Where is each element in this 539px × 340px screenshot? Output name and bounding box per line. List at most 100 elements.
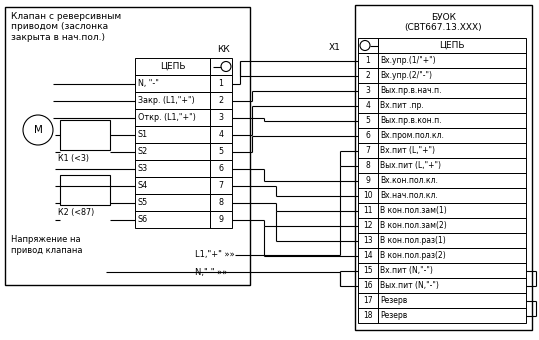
Bar [378, 218, 526, 233]
Bar [135, 194, 210, 211]
Bar [358, 128, 378, 143]
Text: Напряжение на
привод клапана: Напряжение на привод клапана [11, 235, 82, 255]
Text: М: М [33, 125, 43, 135]
Bar [135, 109, 210, 126]
Text: 16: 16 [363, 281, 373, 290]
Text: Вх.упр.(2/"-"): Вх.упр.(2/"-") [380, 71, 432, 80]
Text: ЦЕПЬ: ЦЕПЬ [160, 62, 185, 71]
Text: 4: 4 [365, 101, 370, 110]
Text: S4: S4 [138, 181, 148, 190]
Text: Вх.пит (N,"-"): Вх.пит (N,"-") [380, 266, 433, 275]
Text: Клапан с реверсивным
приводом (заслонка
закрыта в нач.пол.): Клапан с реверсивным приводом (заслонка … [11, 12, 121, 42]
Text: N,"-" »»: N,"-" »» [195, 268, 227, 276]
Text: 15: 15 [363, 266, 373, 275]
Bar [358, 143, 378, 158]
Bar [358, 98, 378, 113]
Text: 5: 5 [365, 116, 370, 125]
Bar [358, 263, 378, 278]
Bar [135, 160, 210, 177]
Text: К2 (<87): К2 (<87) [58, 208, 94, 218]
Text: Вх.нач.пол.кл.: Вх.нач.пол.кл. [380, 191, 438, 200]
Bar [378, 203, 526, 218]
Text: 6: 6 [218, 164, 224, 173]
Bar [210, 109, 232, 126]
Bar [210, 126, 232, 143]
Bar [358, 203, 378, 218]
Text: Вх.кон.пол.кл.: Вх.кон.пол.кл. [380, 176, 438, 185]
Text: 14: 14 [363, 251, 373, 260]
Text: 18: 18 [363, 311, 373, 320]
Bar [358, 83, 378, 98]
Bar [135, 211, 210, 228]
Bar [378, 308, 526, 323]
Text: БУОК
(СВТ667.13.ХХХ): БУОК (СВТ667.13.ХХХ) [405, 13, 482, 32]
Text: Вх.пит .пр.: Вх.пит .пр. [380, 101, 424, 110]
Text: 2: 2 [365, 71, 370, 80]
Bar [378, 128, 526, 143]
Bar [378, 278, 526, 293]
Bar [358, 248, 378, 263]
Bar [378, 248, 526, 263]
Text: 13: 13 [363, 236, 373, 245]
Text: Резерв: Резерв [380, 311, 407, 320]
Bar [358, 218, 378, 233]
Text: Вх.пром.пол.кл.: Вх.пром.пол.кл. [380, 131, 444, 140]
Text: S3: S3 [138, 164, 148, 173]
Text: В кон.пол.зам(2): В кон.пол.зам(2) [380, 221, 447, 230]
Bar [135, 75, 210, 92]
Bar [358, 113, 378, 128]
Bar [210, 160, 232, 177]
Text: Откр. (L1,"+"): Откр. (L1,"+") [138, 113, 196, 122]
Bar [378, 293, 526, 308]
Text: 1: 1 [218, 79, 224, 88]
Bar [358, 293, 378, 308]
Text: ЦЕПЬ: ЦЕПЬ [439, 41, 465, 50]
Text: 4: 4 [218, 130, 224, 139]
Bar [378, 263, 526, 278]
Bar [358, 158, 378, 173]
Text: Закр. (L1,"+"): Закр. (L1,"+") [138, 96, 195, 105]
Bar [5, 7, 250, 285]
Text: 1: 1 [365, 56, 370, 65]
Text: Вых.пр.в.кон.п.: Вых.пр.в.кон.п. [380, 116, 441, 125]
Text: S1: S1 [138, 130, 148, 139]
Text: N, "-": N, "-" [138, 79, 159, 88]
Text: 8: 8 [365, 161, 370, 170]
Bar [378, 38, 526, 53]
Text: 11: 11 [363, 206, 373, 215]
Bar [210, 211, 232, 228]
Bar [378, 188, 526, 203]
Text: Вх.упр.(1/"+"): Вх.упр.(1/"+") [380, 56, 436, 65]
Bar [378, 173, 526, 188]
Text: 17: 17 [363, 296, 373, 305]
Text: К1 (<3): К1 (<3) [58, 153, 89, 163]
Text: 8: 8 [218, 198, 224, 207]
Bar [358, 188, 378, 203]
Bar [210, 194, 232, 211]
Bar [378, 98, 526, 113]
Text: Резерв: Резерв [380, 296, 407, 305]
Bar [358, 233, 378, 248]
Bar [378, 68, 526, 83]
Text: 9: 9 [365, 176, 370, 185]
Text: КК: КК [217, 46, 230, 54]
Bar [210, 75, 232, 92]
Bar [210, 58, 232, 75]
Bar [135, 177, 210, 194]
Bar [378, 158, 526, 173]
Bar [358, 278, 378, 293]
Text: 2: 2 [218, 96, 224, 105]
Bar [378, 83, 526, 98]
Text: 12: 12 [363, 221, 373, 230]
Text: L1,"+" »»: L1,"+" »» [195, 251, 235, 259]
Text: Вых.пр.в.нач.п.: Вых.пр.в.нач.п. [380, 86, 441, 95]
Bar [378, 233, 526, 248]
Text: S5: S5 [138, 198, 148, 207]
Bar [378, 53, 526, 68]
Bar [358, 308, 378, 323]
Bar [135, 126, 210, 143]
Bar [60, 120, 110, 150]
Text: 7: 7 [218, 181, 224, 190]
Text: 5: 5 [218, 147, 224, 156]
Bar [358, 38, 378, 53]
